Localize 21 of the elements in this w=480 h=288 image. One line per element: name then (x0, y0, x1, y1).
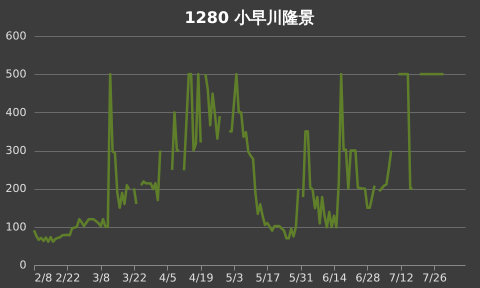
y-tick-label: 100 (6, 220, 26, 234)
x-tick-label: 2/22 (55, 272, 80, 284)
x-tick-label: 4/5 (158, 272, 177, 284)
x-tick-label: 5/31 (288, 272, 314, 284)
y-tick-label: 600 (6, 30, 26, 42)
x-tick-label: 6/14 (322, 272, 347, 284)
x-tick-label: 5/3 (226, 272, 244, 284)
x-tick-label: 6/28 (356, 272, 380, 284)
y-tick-label: 400 (6, 106, 26, 119)
x-tick-label: 3/22 (122, 272, 147, 284)
y-tick-label: 200 (6, 182, 26, 196)
y-tick-label: 0 (20, 258, 26, 272)
x-tick-label: 4/19 (188, 272, 214, 284)
x-tick-label: 3/8 (92, 272, 110, 284)
x-tick-label: 7/26 (422, 272, 447, 284)
x-tick-label: 5/17 (256, 272, 280, 284)
x-tick-label: 7/12 (388, 272, 414, 284)
x-tick-label: 2/8 (34, 272, 52, 284)
y-tick-label: 500 (6, 68, 26, 81)
y-tick-label: 300 (6, 144, 26, 157)
chart-title: 1280 小早川隆景 (184, 8, 315, 27)
